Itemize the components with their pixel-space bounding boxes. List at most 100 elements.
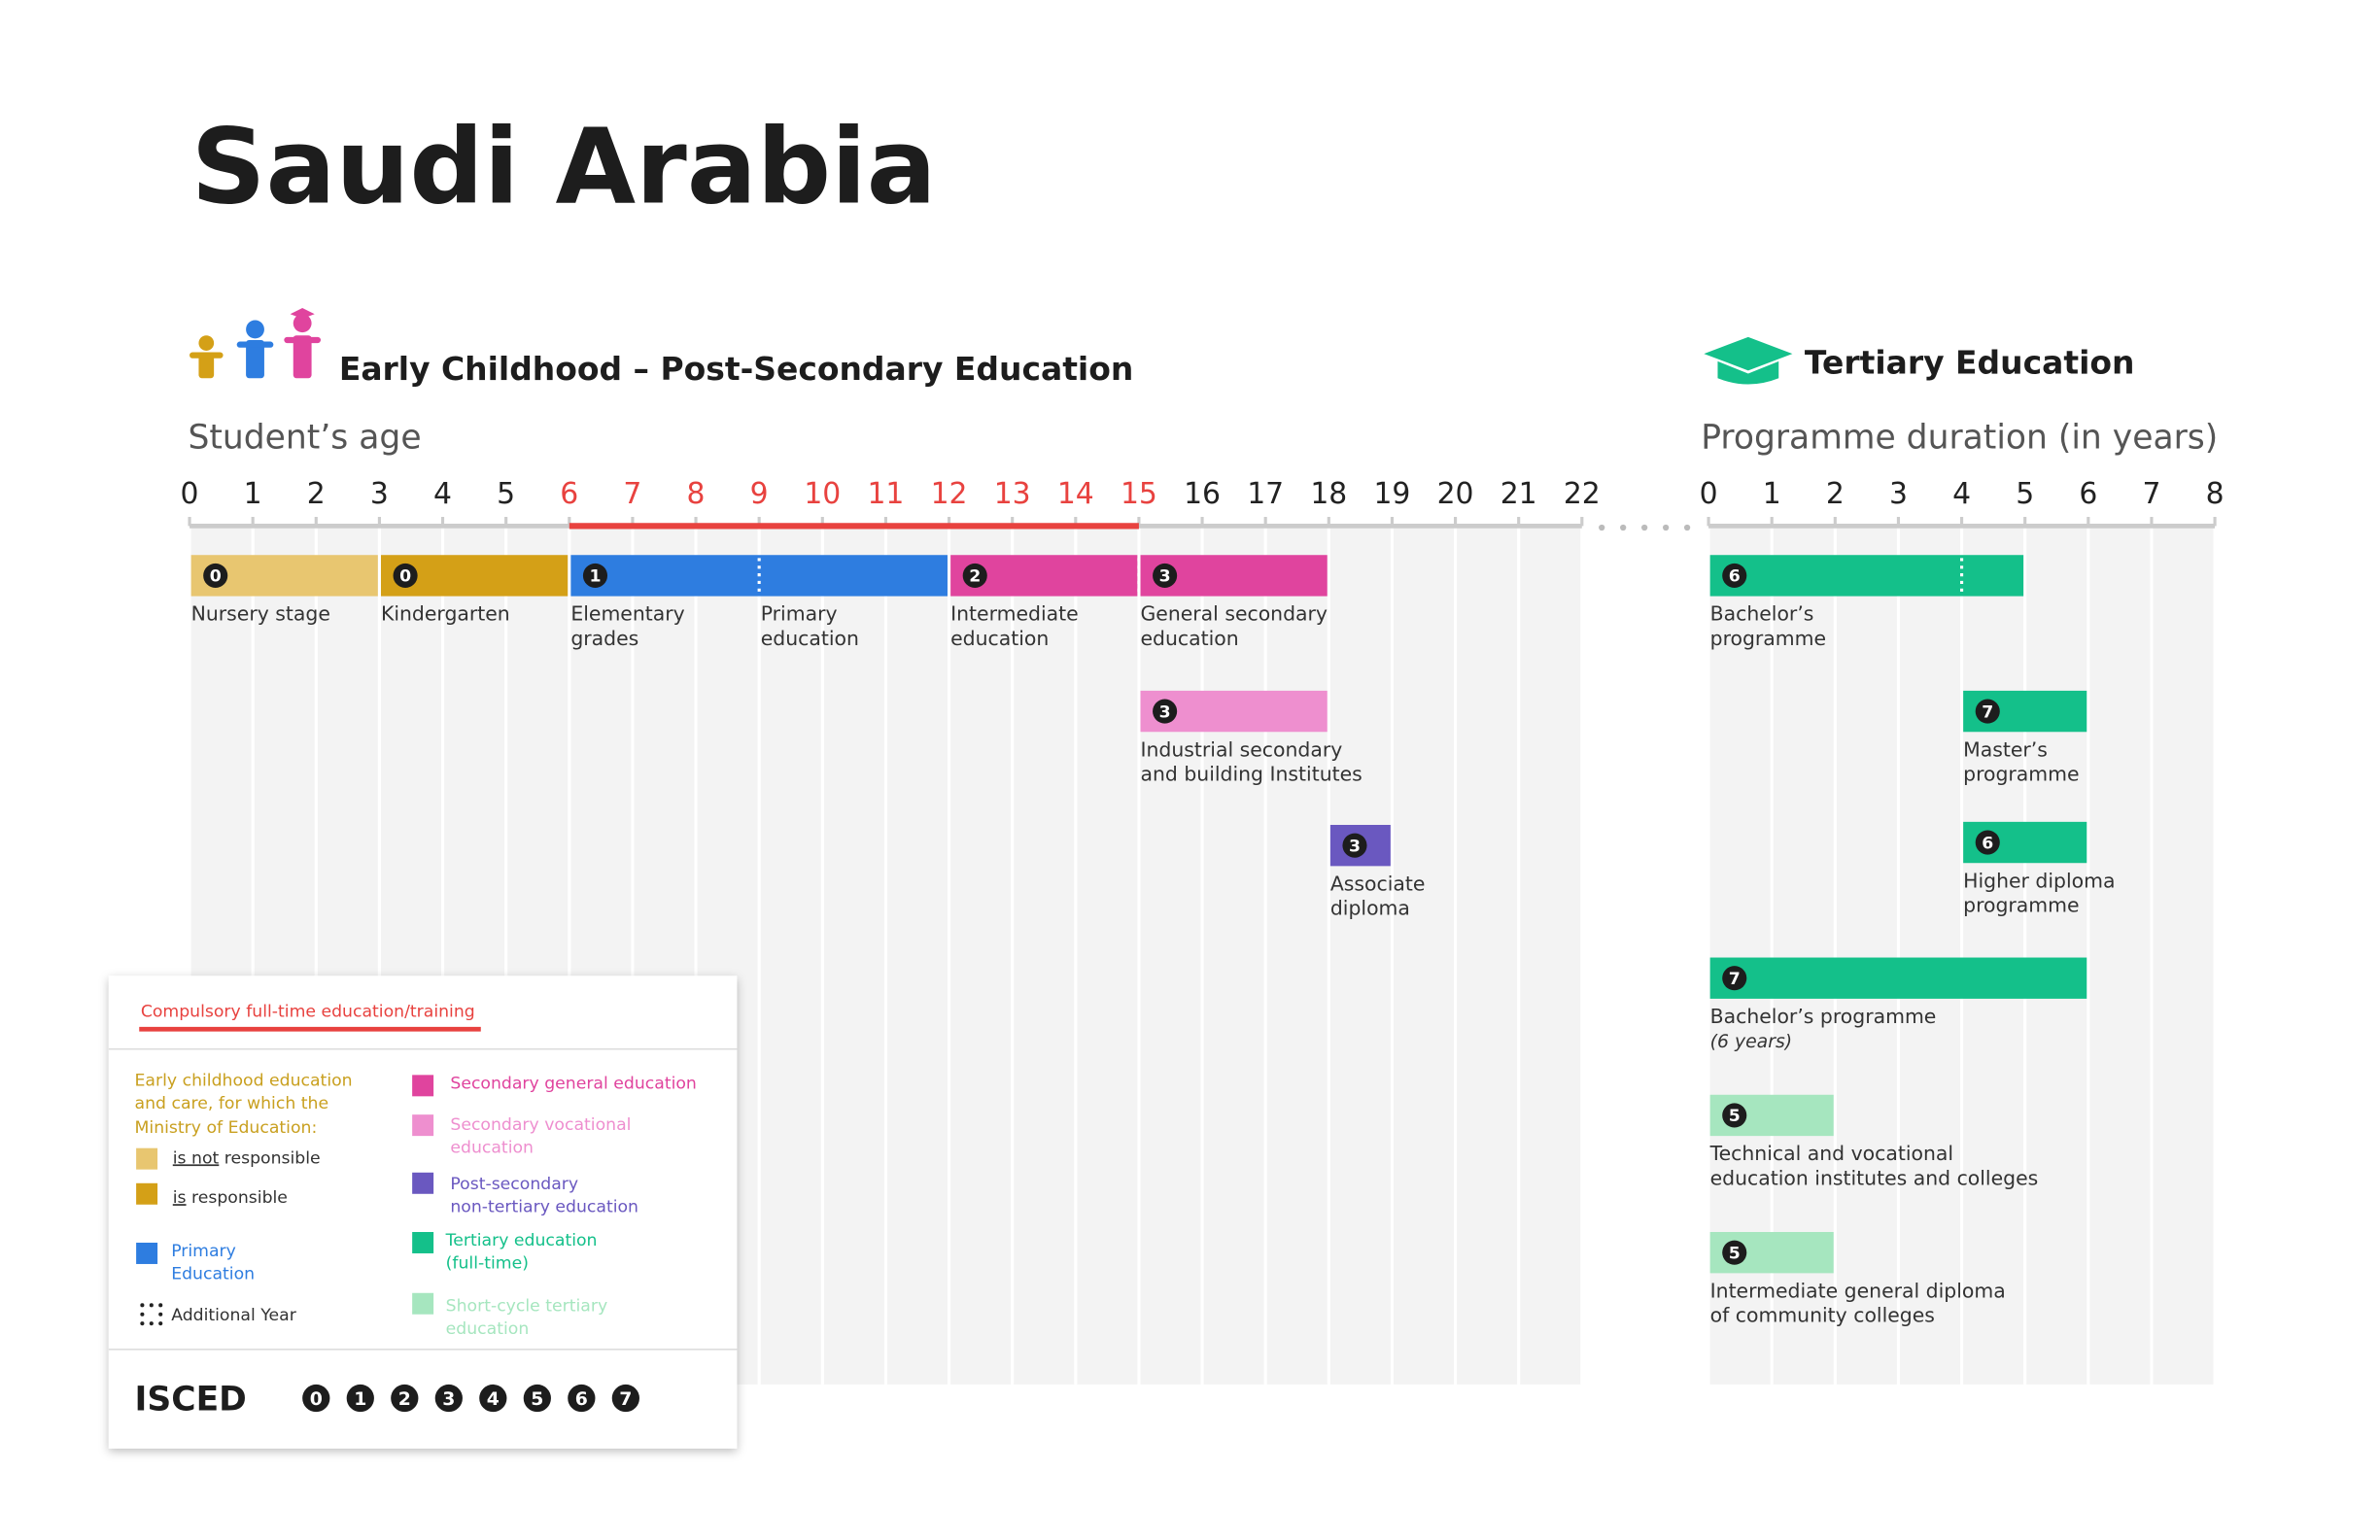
programme-label: education [950, 627, 1049, 650]
programme-label: Bachelor’s [1710, 602, 1814, 626]
tick-label: 8 [687, 477, 706, 511]
isced-number: 7 [1982, 702, 1993, 722]
programme-label: education [761, 627, 859, 650]
programme-label: programme [1963, 762, 2079, 785]
additional-year-icon [140, 1303, 163, 1326]
legend-text: Secondary general education [450, 1074, 696, 1093]
year-column [1900, 526, 1960, 1385]
programme-label: Kindergarten [381, 602, 510, 626]
isced-levels: 0 1 2 3 4 5 6 7 [302, 1384, 639, 1413]
graduation-cap-icon [1704, 336, 1793, 385]
programme-label: Elementary [570, 602, 684, 626]
programme-label: Higher diploma [1963, 869, 2115, 892]
legend-swatch [412, 1075, 434, 1097]
isced-badge [1975, 830, 2000, 855]
legend-text: Education [171, 1265, 255, 1284]
legend-swatch [136, 1242, 158, 1264]
legend-text: Compulsory full-time education/training [141, 1003, 475, 1022]
tick-label: 0 [181, 477, 199, 511]
legend-text: is responsible [173, 1188, 288, 1208]
isced-badge [1153, 563, 1178, 588]
isced-badge [1722, 1240, 1747, 1265]
programme-label: of community colleges [1710, 1304, 1935, 1327]
programme-label: programme [1710, 627, 1826, 650]
isced-number: 6 [1729, 567, 1741, 587]
tick-label: 12 [931, 477, 968, 511]
year-column [1014, 526, 1075, 1385]
programme-label: Bachelor’s programme [1710, 1005, 1937, 1028]
axis-break [1599, 524, 1691, 531]
year-column [823, 526, 884, 1385]
tick-label: 14 [1057, 477, 1094, 511]
isced-number: 3 [1159, 567, 1171, 587]
page-title: Saudi Arabia [191, 108, 937, 228]
legend-text: non-tertiary education [450, 1198, 638, 1217]
isced-badge [346, 1384, 374, 1413]
legend-box [108, 975, 738, 1449]
programme-bar [1709, 957, 2087, 999]
year-column [1394, 526, 1454, 1385]
tick-label: 6 [560, 477, 578, 511]
axis-label: Student’s age [188, 418, 421, 457]
tick-label: 5 [2016, 477, 2034, 511]
year-column [2153, 526, 2214, 1385]
isced-badge [568, 1384, 596, 1413]
tick-label: 9 [750, 477, 769, 511]
legend-swatch [412, 1172, 434, 1194]
isced-number: 3 [1349, 837, 1361, 856]
isced-badge [1722, 966, 1747, 991]
programme-label: Intermediate [950, 602, 1079, 626]
year-column [1457, 526, 1518, 1385]
programme-label: grades [570, 627, 638, 650]
year-column [2026, 526, 2087, 1385]
programme-label: education institutes and colleges [1710, 1166, 2039, 1189]
tick-label: 4 [433, 477, 452, 511]
year-column [1140, 526, 1201, 1385]
timeline: 0 1 2 3 4 5 6 7 8 9 10 11 12 13 14 15 16 17 18 19 20 21 220Nur… [181, 477, 2225, 1327]
legend-swatch [136, 1147, 158, 1170]
legend-text: Tertiary education [445, 1231, 598, 1250]
legend-swatch [412, 1114, 434, 1137]
programme-label: Intermediate general diploma [1710, 1279, 2006, 1302]
year-column [1963, 526, 2024, 1385]
legend-text: Primary [171, 1242, 236, 1261]
tick-label: 1 [1763, 477, 1781, 511]
legend: Compulsory full-time education/training … [108, 975, 738, 1449]
isced-badge [1722, 1103, 1747, 1128]
legend-swatch [412, 1232, 434, 1253]
legend-text: responsible [224, 1148, 321, 1168]
legend-swatch [136, 1182, 158, 1205]
legend-text: education [450, 1138, 534, 1157]
isced-number: 2 [398, 1389, 411, 1410]
tick-label: 17 [1247, 477, 1284, 511]
legend-text: Additional Year [171, 1306, 297, 1325]
programme-label: Master’s [1963, 737, 2048, 761]
programme-label: diploma [1330, 897, 1410, 920]
isced-number: 2 [969, 567, 981, 587]
isced-badge [611, 1384, 639, 1413]
legend-text: is not [173, 1148, 220, 1168]
isced-badge [479, 1384, 507, 1413]
axis-label: Programme duration (in years) [1701, 418, 2218, 457]
isced-badge [1722, 563, 1747, 588]
programme-label: Nursery stage [191, 602, 330, 626]
legend-text: Early childhood education [135, 1071, 353, 1090]
year-column [1329, 526, 1391, 1385]
programme-label: Industrial secondary [1140, 737, 1342, 761]
tick-label: 11 [867, 477, 904, 511]
programme: 0 Kindergarten [380, 555, 569, 626]
tick-label: 3 [370, 477, 389, 511]
isced-badge [582, 563, 608, 588]
programme-label: Associate [1330, 872, 1426, 895]
tick-label: 4 [1952, 477, 1971, 511]
legend-text: is not responsible [173, 1148, 321, 1168]
section-heading: Tertiary Education [1805, 343, 2135, 381]
legend-text: Short-cycle tertiary [446, 1297, 607, 1317]
programme: 0 Nursery stage [190, 555, 378, 626]
programme-label: and building Institutes [1140, 762, 1362, 785]
